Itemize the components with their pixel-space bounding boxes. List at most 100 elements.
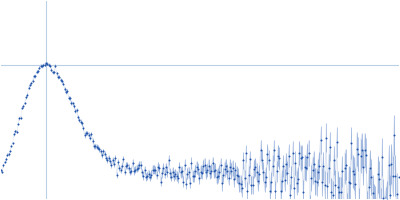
Point [204, 169, 210, 172]
Point [274, 170, 280, 173]
Point [367, 166, 373, 169]
Point [103, 156, 109, 159]
Point [352, 183, 358, 186]
Point [46, 63, 52, 66]
Point [386, 163, 392, 167]
Point [3, 158, 9, 161]
Point [154, 173, 160, 177]
Point [284, 171, 290, 174]
Point [83, 131, 89, 135]
Point [359, 148, 365, 151]
Point [6, 153, 12, 156]
Point [56, 75, 62, 78]
Point [43, 62, 49, 65]
Point [387, 193, 393, 196]
Point [110, 159, 116, 162]
Point [196, 176, 202, 179]
Point [38, 64, 44, 67]
Point [39, 65, 45, 68]
Point [182, 163, 188, 166]
Point [80, 126, 86, 130]
Point [175, 176, 181, 180]
Point [12, 130, 18, 133]
Point [391, 133, 397, 137]
Point [167, 172, 173, 175]
Point [272, 190, 278, 193]
Point [138, 163, 144, 167]
Point [262, 181, 268, 184]
Point [78, 120, 84, 123]
Point [239, 186, 245, 190]
Point [250, 183, 256, 187]
Point [338, 191, 344, 194]
Point [308, 176, 314, 179]
Point [30, 79, 36, 82]
Point [228, 169, 234, 173]
Point [158, 180, 164, 183]
Point [219, 182, 225, 185]
Point [79, 122, 85, 125]
Point [139, 171, 145, 174]
Point [252, 166, 258, 169]
Point [86, 133, 92, 136]
Point [160, 166, 166, 169]
Point [0, 168, 4, 171]
Point [0, 164, 6, 167]
Point [102, 152, 108, 155]
Point [363, 154, 369, 157]
Point [180, 180, 186, 183]
Point [74, 109, 80, 112]
Point [63, 90, 69, 93]
Point [24, 93, 30, 96]
Point [246, 173, 252, 177]
Point [283, 163, 289, 166]
Point [286, 154, 292, 157]
Point [96, 148, 102, 151]
Point [203, 171, 209, 174]
Point [222, 168, 228, 171]
Point [130, 161, 136, 164]
Point [216, 171, 222, 174]
Point [155, 165, 161, 168]
Point [150, 168, 156, 171]
Point [8, 145, 14, 148]
Point [31, 75, 37, 78]
Point [192, 170, 198, 173]
Point [295, 178, 301, 181]
Point [76, 118, 82, 122]
Point [223, 165, 229, 168]
Point [332, 183, 338, 186]
Point [375, 173, 381, 176]
Point [58, 78, 64, 81]
Point [315, 171, 321, 174]
Point [279, 180, 285, 183]
Point [144, 174, 150, 178]
Point [354, 147, 360, 151]
Point [247, 158, 253, 161]
Point [350, 170, 356, 173]
Point [322, 183, 328, 187]
Point [90, 139, 96, 142]
Point [82, 134, 88, 137]
Point [318, 139, 324, 142]
Point [140, 174, 146, 178]
Point [188, 161, 194, 164]
Point [123, 164, 129, 167]
Point [312, 180, 318, 183]
Point [52, 64, 58, 67]
Point [195, 167, 201, 171]
Point [264, 152, 270, 156]
Point [15, 123, 21, 126]
Point [72, 110, 78, 113]
Point [360, 166, 366, 169]
Point [55, 75, 61, 78]
Point [227, 165, 233, 168]
Point [207, 171, 213, 174]
Point [99, 154, 105, 157]
Point [95, 146, 101, 149]
Point [194, 166, 200, 169]
Point [70, 102, 76, 105]
Point [142, 168, 148, 171]
Point [348, 141, 354, 145]
Point [267, 190, 273, 193]
